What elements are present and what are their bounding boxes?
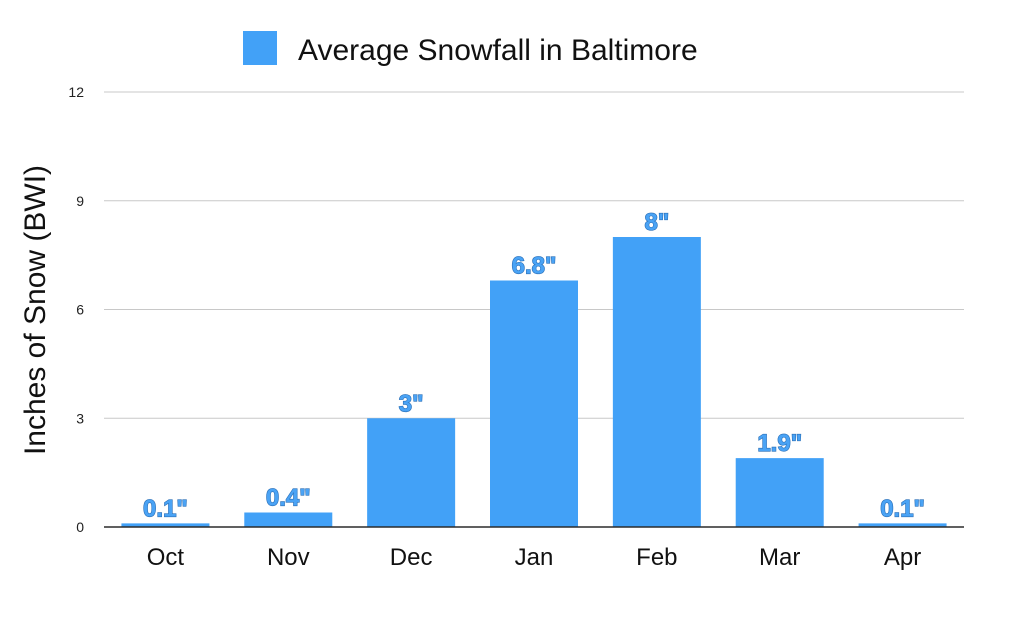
bar-mar <box>735 458 824 527</box>
y-tick-label: 6 <box>76 302 84 318</box>
data-label-mar: 1.9" <box>757 430 802 457</box>
data-label-oct: 0.1" <box>143 495 188 522</box>
bars <box>121 237 947 527</box>
data-label-nov: 0.4" <box>266 485 311 512</box>
x-tick-label-dec: Dec <box>390 544 433 571</box>
x-tick-label-apr: Apr <box>884 544 921 571</box>
bar-feb <box>612 237 701 527</box>
legend-swatch <box>243 31 277 65</box>
data-labels: 0.1" 0.4" 3" 6.8" 8" 1.9" 0.1" <box>142 208 925 523</box>
bar-oct <box>121 523 210 527</box>
legend: Average Snowfall in Baltimore <box>243 31 698 67</box>
category-labels: Oct Nov Dec Jan Feb Mar Apr <box>147 544 921 571</box>
y-tick-label: 9 <box>76 193 84 209</box>
y-tick-label: 0 <box>76 519 84 535</box>
x-tick-label-jan: Jan <box>515 544 554 571</box>
bar-nov <box>244 512 333 527</box>
legend-label: Average Snowfall in Baltimore <box>298 34 698 67</box>
data-label-apr: 0.1" <box>880 495 925 522</box>
y-tick-label: 3 <box>76 410 84 426</box>
x-tick-label-nov: Nov <box>267 544 310 571</box>
y-tick-label: 12 <box>68 84 84 100</box>
bar-dec <box>367 418 456 527</box>
x-tick-label-mar: Mar <box>759 544 800 571</box>
data-label-dec: 3" <box>399 390 424 417</box>
bar-jan <box>490 280 578 527</box>
x-tick-label-oct: Oct <box>147 544 185 571</box>
y-tick-labels: 0 3 6 9 12 <box>68 84 84 535</box>
x-tick-label-feb: Feb <box>636 544 677 571</box>
data-label-jan: 6.8" <box>512 253 557 280</box>
bar-apr <box>858 523 947 527</box>
y-axis-label: Inches of Snow (BWI) <box>19 165 52 455</box>
data-label-feb: 8" <box>644 209 669 236</box>
